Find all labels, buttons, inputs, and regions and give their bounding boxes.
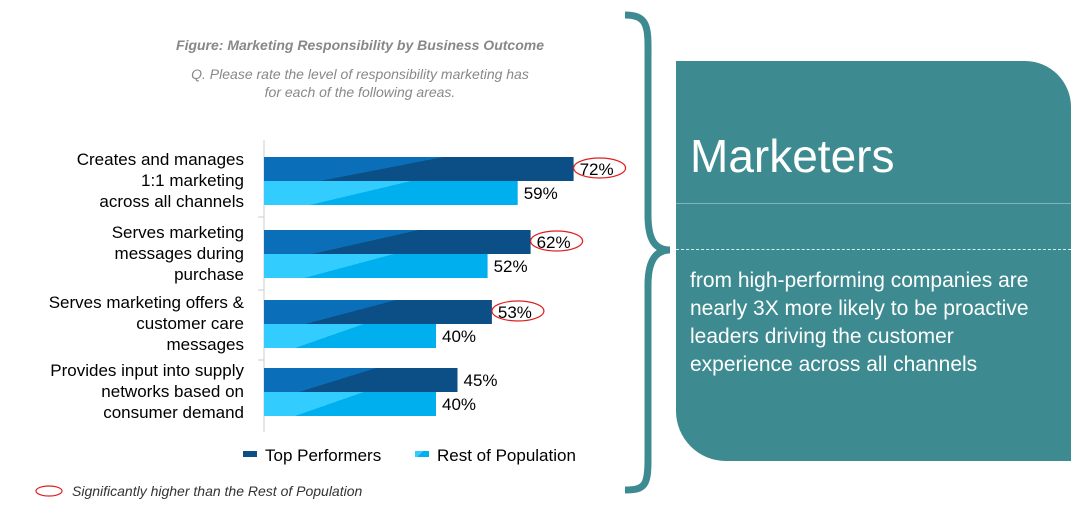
legend-swatch-rest — [415, 451, 429, 457]
data-label: 45% — [464, 371, 498, 390]
category-label: consumer demand — [103, 403, 244, 422]
legend-label: Rest of Population — [437, 446, 576, 465]
chart-title: Figure: Marketing Responsibility by Busi… — [176, 37, 544, 53]
callout-body: from high-performing companies are nearl… — [690, 269, 1029, 376]
bar-top — [264, 300, 492, 324]
significance-marker — [529, 230, 584, 252]
category-label: Provides input into supply — [50, 361, 244, 380]
bar-rest — [264, 392, 436, 416]
category-label: messages — [167, 335, 244, 354]
legend-label: Top Performers — [265, 446, 381, 465]
bar-top — [264, 157, 574, 181]
footnote: Significantly higher than the Rest of Po… — [72, 483, 363, 499]
divider — [676, 203, 1071, 204]
curly-brace — [624, 11, 671, 494]
legend-swatch-top — [243, 451, 257, 457]
data-label: 52% — [494, 257, 528, 276]
significance-marker — [572, 157, 627, 179]
bar-chart: Figure: Marketing Responsibility by Busi… — [35, 37, 627, 499]
divider — [676, 249, 1071, 250]
callout-title: Marketers — [690, 130, 895, 182]
data-label: 40% — [442, 395, 476, 414]
data-label: 53% — [498, 303, 532, 322]
bar-rest — [264, 254, 488, 278]
chart-subtitle: for each of the following areas. — [265, 84, 456, 100]
bar-top — [264, 368, 458, 392]
callout-box: Marketers from high-performing companies… — [676, 61, 1071, 461]
category-label: messages during — [115, 244, 244, 263]
category-label: across all channels — [99, 192, 244, 211]
category-label: customer care — [136, 314, 244, 333]
data-label: 72% — [580, 160, 614, 179]
category-label: 1:1 marketing — [141, 171, 244, 190]
bar-top — [264, 230, 531, 254]
category-label: purchase — [174, 265, 244, 284]
category-label: Creates and manages — [77, 150, 244, 169]
bar-rest — [264, 324, 436, 348]
data-label: 40% — [442, 327, 476, 346]
significance-marker — [491, 300, 545, 322]
data-label: 59% — [524, 184, 558, 203]
category-label: Serves marketing — [112, 223, 244, 242]
category-label: networks based on — [101, 382, 244, 401]
category-label: Serves marketing offers & — [49, 293, 245, 312]
bar-rest — [264, 181, 518, 205]
data-label: 62% — [537, 233, 571, 252]
chart-subtitle: Q. Please rate the level of responsibili… — [191, 66, 529, 82]
footnote-marker — [35, 485, 63, 497]
